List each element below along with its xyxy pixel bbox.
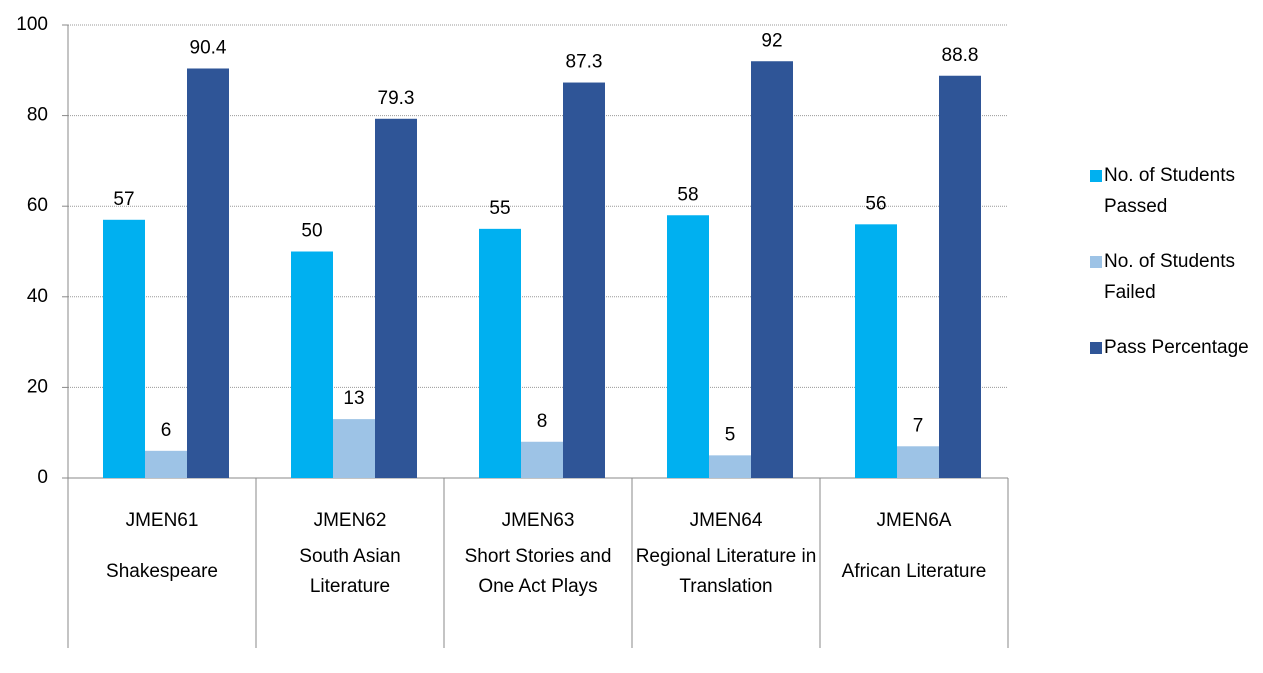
legend-label: Pass Percentage: [1104, 337, 1249, 358]
value-label: 90.4: [190, 38, 227, 59]
category-name: Short Stories and One Act Plays: [464, 546, 612, 597]
bar: [333, 419, 375, 478]
category-name: Shakespeare: [106, 561, 218, 582]
bar: [187, 68, 229, 478]
value-label: 58: [677, 184, 698, 205]
x-tick-label: JMEN6A: [877, 510, 952, 531]
category-name: South Asian Literature: [299, 546, 401, 597]
bar: [855, 224, 897, 478]
value-label: 57: [113, 189, 134, 210]
value-label: 50: [301, 221, 322, 242]
bar: [939, 75, 981, 479]
y-tick-label: 20: [27, 376, 48, 397]
bar: [751, 61, 793, 479]
bar: [521, 441, 563, 478]
value-label: 7: [913, 415, 924, 436]
bar: [709, 455, 751, 478]
bar: [103, 219, 145, 479]
x-tick-label: JMEN62: [314, 510, 387, 531]
bar: [479, 228, 521, 478]
legend-swatch: [1090, 256, 1102, 268]
legend-label: No. of Students Passed: [1104, 165, 1235, 217]
value-label: 87.3: [566, 52, 603, 73]
bar: [897, 446, 939, 478]
value-label: 55: [489, 198, 510, 219]
y-tick-label: 60: [27, 195, 48, 216]
value-label: 56: [865, 193, 886, 214]
bar: [375, 118, 417, 479]
category-name: African Literature: [841, 561, 987, 582]
value-label: 6: [161, 420, 172, 441]
legend-swatch: [1090, 342, 1102, 354]
value-label: 8: [537, 411, 548, 432]
y-tick-label: 0: [37, 467, 48, 488]
bar: [563, 82, 605, 478]
y-tick-label: 100: [16, 14, 48, 35]
value-label: 13: [343, 388, 364, 409]
value-label: 79.3: [378, 88, 415, 109]
bar: [291, 251, 333, 478]
y-tick-label: 80: [27, 105, 48, 126]
legend-label: No. of Students Failed: [1104, 251, 1235, 303]
value-label: 92: [761, 30, 782, 51]
bar: [667, 215, 709, 478]
bar: [145, 450, 187, 478]
x-tick-label: JMEN61: [126, 510, 199, 531]
y-tick-label: 40: [27, 286, 48, 307]
legend-swatch: [1090, 170, 1102, 182]
value-label: 5: [725, 424, 736, 445]
x-tick-label: JMEN63: [502, 510, 575, 531]
value-label: 88.8: [942, 45, 979, 66]
category-name: Regional Literature in Translation: [635, 546, 817, 597]
x-tick-label: JMEN64: [690, 510, 763, 531]
